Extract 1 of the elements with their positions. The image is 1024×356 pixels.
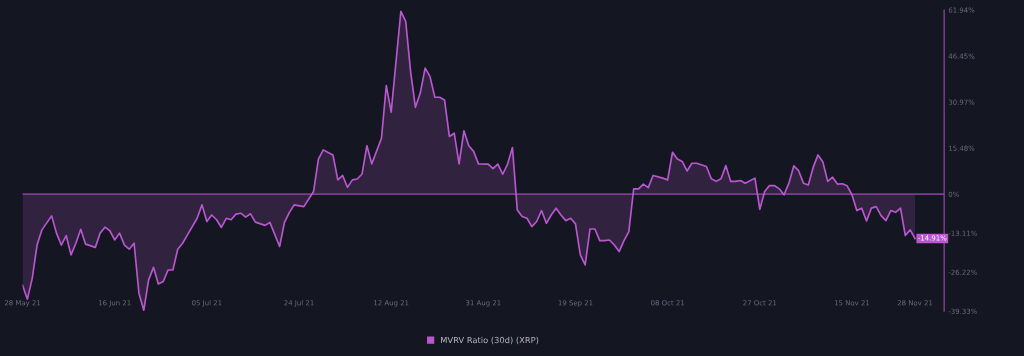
legend-label: MVRV Ratio (30d) (XRP): [441, 336, 539, 345]
